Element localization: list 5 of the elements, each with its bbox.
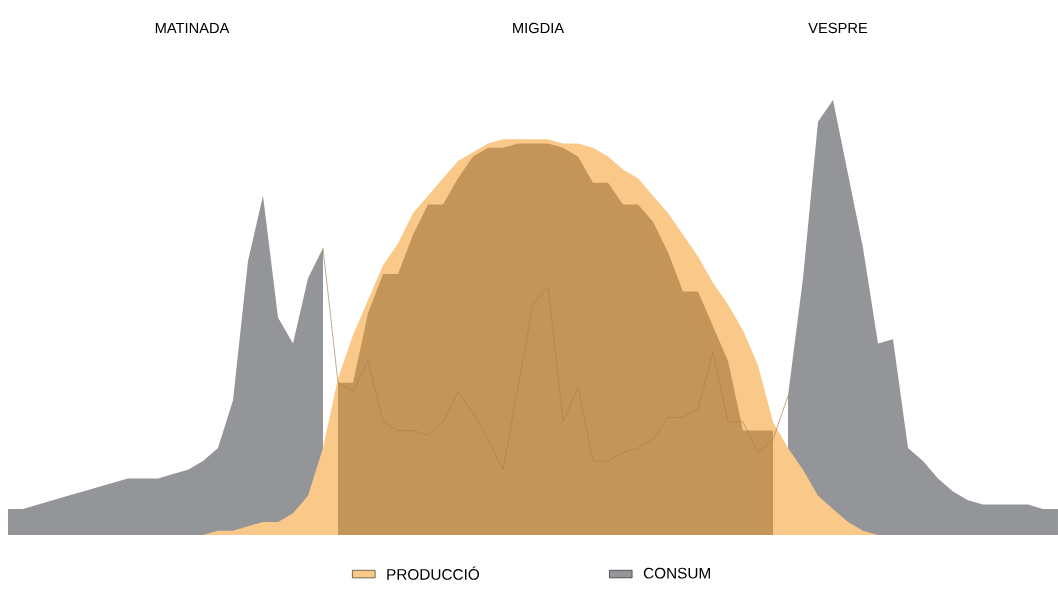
text: MIGDIA <box>513 22 565 34</box>
legend-label: CONSUM <box>643 567 710 579</box>
text: MATINADA <box>155 22 230 34</box>
legend-label: PRODUCCIÓ <box>387 566 480 580</box>
text: VESPRE <box>808 22 868 34</box>
